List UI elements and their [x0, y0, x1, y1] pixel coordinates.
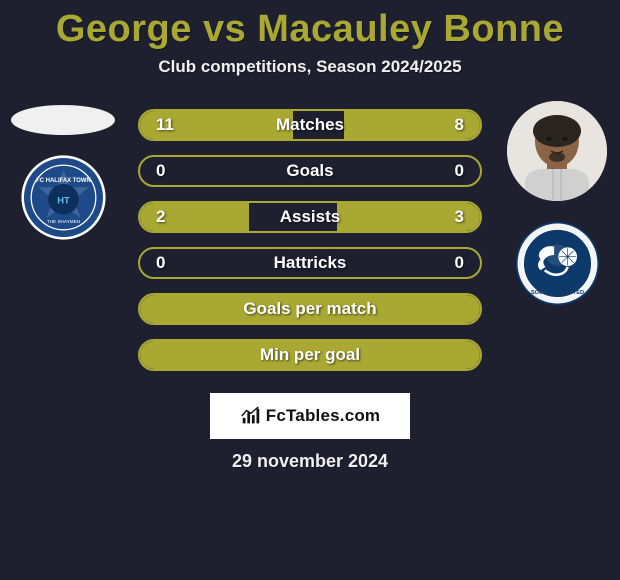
svg-text:FC HALIFAX TOWN: FC HALIFAX TOWN: [36, 178, 91, 184]
stats-list: 11 Matches 8 0 Goals 0 2 Assists 3 0 Hat…: [138, 109, 482, 371]
player-left-club-badge: FC HALIFAX TOWN HT THE SHAYMEN: [21, 155, 106, 240]
stat-row-min-per-goal: Min per goal: [138, 339, 482, 371]
player-right-avatar: [507, 101, 607, 201]
player-left-avatar: [11, 105, 115, 135]
comparison-area: FC HALIFAX TOWN HT THE SHAYMEN: [0, 101, 620, 381]
svg-text:HT: HT: [57, 195, 70, 205]
stat-label: Hattricks: [140, 253, 480, 273]
page-date: 29 november 2024: [0, 451, 620, 472]
stat-row-matches: 11 Matches 8: [138, 109, 482, 141]
stat-row-goals: 0 Goals 0: [138, 155, 482, 187]
stat-row-assists: 2 Assists 3: [138, 201, 482, 233]
watermark-text: FcTables.com: [266, 406, 381, 426]
stat-value-right: 3: [440, 207, 464, 227]
player-left-column: FC HALIFAX TOWN HT THE SHAYMEN: [8, 101, 118, 240]
svg-text:THE SHAYMEN: THE SHAYMEN: [46, 219, 79, 224]
stat-label: Goals per match: [140, 299, 480, 319]
stat-value-right: 0: [440, 161, 464, 181]
player-right-club-badge: SOUTHEND UNITED: [515, 221, 600, 306]
page-subtitle: Club competitions, Season 2024/2025: [0, 57, 620, 77]
page-title: George vs Macauley Bonne: [0, 0, 620, 51]
stat-row-goals-per-match: Goals per match: [138, 293, 482, 325]
stat-value-right: 0: [440, 253, 464, 273]
player-right-column: SOUTHEND UNITED: [502, 101, 612, 306]
stat-label: Matches: [140, 115, 480, 135]
chart-icon: [240, 405, 262, 427]
watermark: FcTables.com: [210, 393, 410, 439]
stat-row-hattricks: 0 Hattricks 0: [138, 247, 482, 279]
stat-value-right: 8: [440, 115, 464, 135]
stat-label: Assists: [140, 207, 480, 227]
stat-label: Min per goal: [140, 345, 480, 365]
svg-text:SOUTHEND UNITED: SOUTHEND UNITED: [530, 290, 583, 296]
stat-label: Goals: [140, 161, 480, 181]
